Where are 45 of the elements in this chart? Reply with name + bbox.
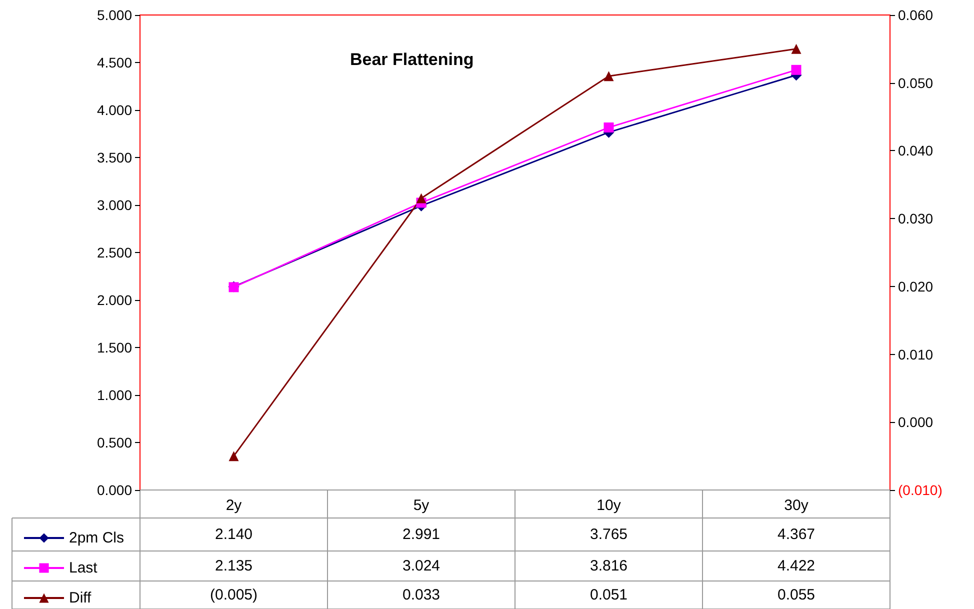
y-tick-label: 2.500 [96, 244, 132, 260]
data-label: (0.005) [210, 586, 258, 604]
data-label: 3.765 [590, 526, 628, 543]
point [228, 451, 239, 462]
y-tick-label: 4.000 [96, 102, 132, 118]
data-label: 2.135 [214, 558, 253, 574]
data-label: 0.055 [777, 586, 816, 604]
y-tick-label: 0.500 [96, 434, 132, 450]
legend-label: Last [69, 560, 98, 576]
y2-tick-label: 0.010 [898, 346, 934, 362]
y2-tick-label: 0.020 [898, 278, 934, 294]
y-tick-label: 3.500 [96, 150, 132, 166]
x-tick-label: 30y [784, 497, 809, 514]
point [791, 64, 802, 75]
legend-label: 2pm Cls [69, 530, 124, 546]
y-tick-label: 3.000 [96, 197, 132, 213]
y2-tick-label: 0.040 [898, 142, 934, 159]
point [604, 122, 614, 132]
legend-label: Diff [69, 590, 92, 606]
y2-tick-label: (0.010) [898, 482, 942, 498]
data-label: 0.051 [590, 586, 628, 604]
x-tick-label: 2y [226, 497, 242, 514]
y-tick-label: 1.500 [96, 340, 132, 356]
y2-tick-label: 0.050 [898, 74, 934, 91]
y-tick-label: 1.000 [96, 387, 132, 403]
y-tick-label: 4.500 [96, 54, 132, 70]
x-tick-label: 10y [596, 497, 622, 514]
x-tick-label: 5y [413, 497, 430, 514]
data-label: 4.367 [777, 526, 816, 543]
data-label: 0.033 [402, 586, 440, 604]
data-label: 4.422 [777, 558, 816, 574]
y-tick-label: 2.000 [96, 292, 132, 308]
y2-tick-label: 0.030 [898, 210, 934, 227]
text: Bear Flattening [350, 50, 474, 69]
point [604, 71, 614, 82]
point [416, 193, 426, 204]
data-label: 3.816 [590, 558, 628, 574]
data-label: 2.140 [214, 526, 253, 543]
y-tick-label: 0.000 [96, 482, 132, 498]
data-label: 3.024 [402, 558, 440, 574]
data-label: 2.991 [402, 526, 440, 543]
point [791, 44, 802, 54]
y2-tick-label: 0.000 [898, 414, 934, 430]
y2-tick-label: 0.060 [898, 7, 934, 23]
y-tick-label: 5.000 [96, 7, 132, 23]
